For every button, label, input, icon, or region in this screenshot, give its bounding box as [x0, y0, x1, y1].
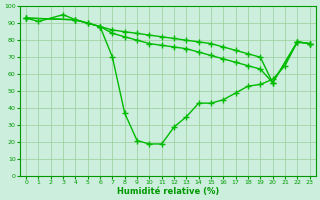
X-axis label: Humidité relative (%): Humidité relative (%)	[117, 187, 219, 196]
